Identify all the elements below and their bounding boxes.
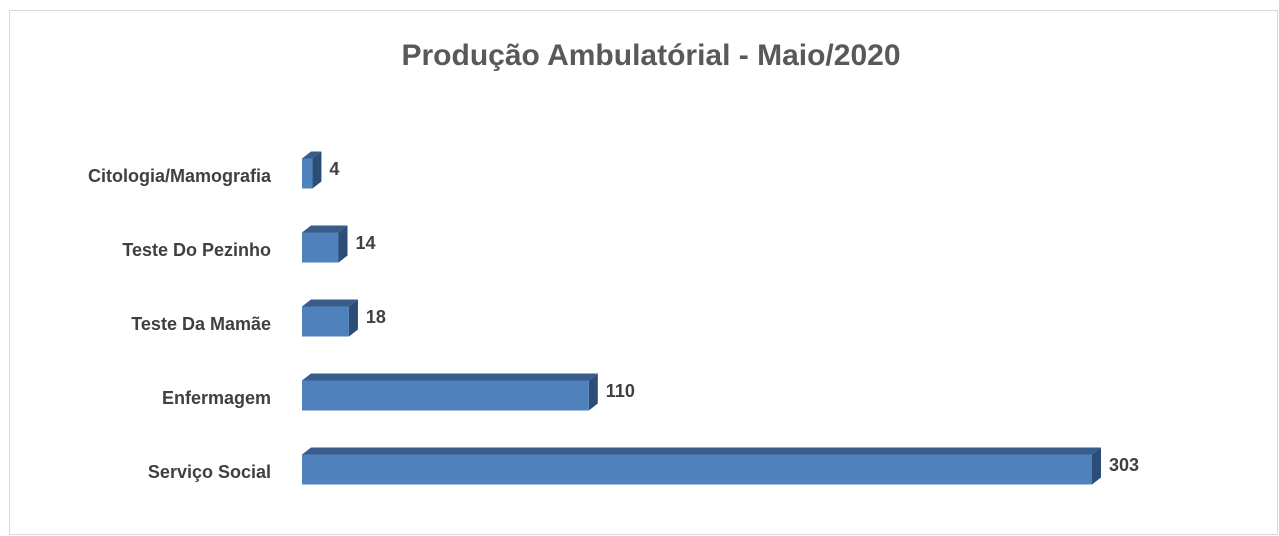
bar-front — [302, 306, 349, 337]
bar — [302, 447, 1101, 485]
chart-title: Produção Ambulatórial - Maio/2020 — [402, 39, 901, 72]
bar-front — [302, 158, 313, 189]
data-label: 303 — [1109, 455, 1139, 475]
bar-side — [338, 225, 348, 263]
y-tick-label: Enfermagem — [162, 388, 271, 408]
data-label: 14 — [356, 233, 376, 253]
data-label: 18 — [366, 307, 386, 327]
bar-front — [302, 380, 589, 411]
bar-top — [302, 151, 322, 159]
bar-side — [312, 151, 322, 189]
chart-frame — [9, 10, 1278, 535]
bar-front — [302, 454, 1092, 485]
bar-top — [302, 225, 348, 233]
bar-side — [348, 299, 358, 337]
bar-top — [302, 447, 1101, 455]
bar-side — [1092, 447, 1101, 485]
y-tick-label: Serviço Social — [148, 462, 271, 482]
y-tick-label: Teste Da Mamãe — [131, 314, 271, 334]
bar-side — [588, 373, 598, 411]
y-tick-label: Citologia/Mamografia — [88, 166, 272, 186]
bar-top — [302, 373, 598, 381]
bar — [302, 373, 598, 411]
bar-top — [302, 299, 358, 307]
bar — [302, 151, 322, 189]
bar-front — [302, 232, 339, 263]
data-label: 4 — [329, 159, 339, 179]
y-tick-label: Teste Do Pezinho — [122, 240, 271, 260]
bar — [302, 299, 358, 337]
data-label: 110 — [606, 381, 635, 401]
bar — [302, 225, 348, 263]
